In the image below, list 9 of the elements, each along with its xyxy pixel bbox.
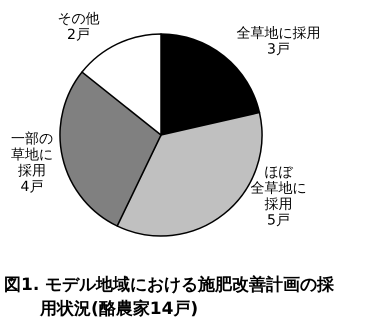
text: 図1. モデル地域における施肥改善計画の採用状況(酪農家14戸) [4,274,336,319]
slice-label: 全草地に採用 [236,25,320,42]
data-label: 5戸 [266,212,290,229]
data-label: 3戸 [266,41,290,58]
data-label: 4戸 [20,178,44,195]
slice-label: ほぼ全草地に採用 [250,164,306,213]
slice-label: その他 [58,10,100,27]
data-label: 2戸 [67,26,90,43]
slice-label: 一部の草地に採用 [11,130,53,179]
